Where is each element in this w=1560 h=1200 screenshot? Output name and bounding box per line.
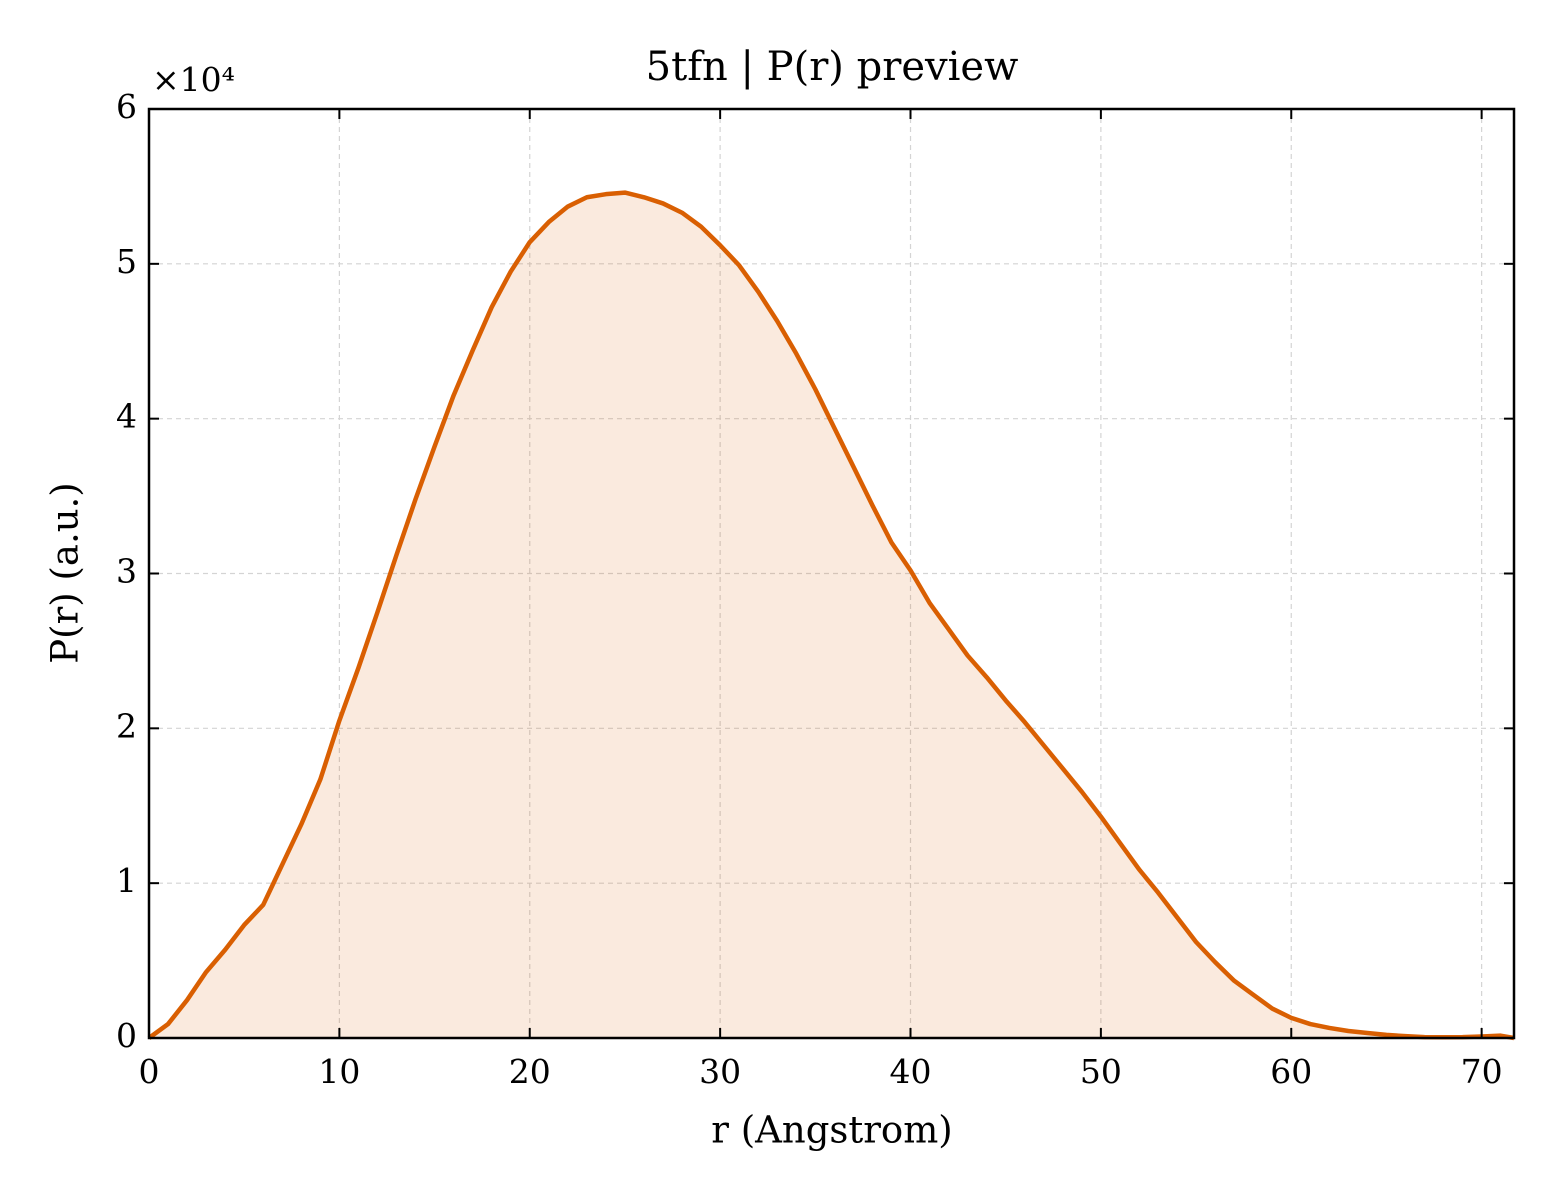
- x-tick-label: 20: [509, 1052, 551, 1091]
- x-axis-label: r (Angstrom): [711, 1109, 952, 1152]
- y-tick-label: 2: [116, 706, 137, 745]
- x-tick-label: 10: [318, 1052, 360, 1091]
- y-tick-label: 6: [116, 87, 137, 126]
- x-tick-label: 40: [890, 1052, 932, 1091]
- y-tick-label: 0: [116, 1016, 137, 1055]
- y-tick-label: 3: [116, 552, 137, 591]
- area-fill: [149, 192, 1514, 1039]
- chart-title: 5tfn | P(r) preview: [646, 44, 1019, 90]
- y-axis-label: P(r) (a.u.): [44, 482, 87, 664]
- y-offset-label: ×10⁴: [152, 60, 235, 99]
- x-tick-label: 50: [1080, 1052, 1122, 1091]
- x-tick-label: 70: [1461, 1052, 1503, 1091]
- y-tick-label: 5: [116, 242, 137, 281]
- line: [147, 190, 1515, 1041]
- x-tick-label: 60: [1270, 1052, 1312, 1091]
- y-tick-label: 1: [116, 861, 137, 900]
- y-tick-label: 4: [116, 397, 137, 436]
- x-tick-label: 0: [139, 1052, 160, 1091]
- x-tick-label: 30: [699, 1052, 741, 1091]
